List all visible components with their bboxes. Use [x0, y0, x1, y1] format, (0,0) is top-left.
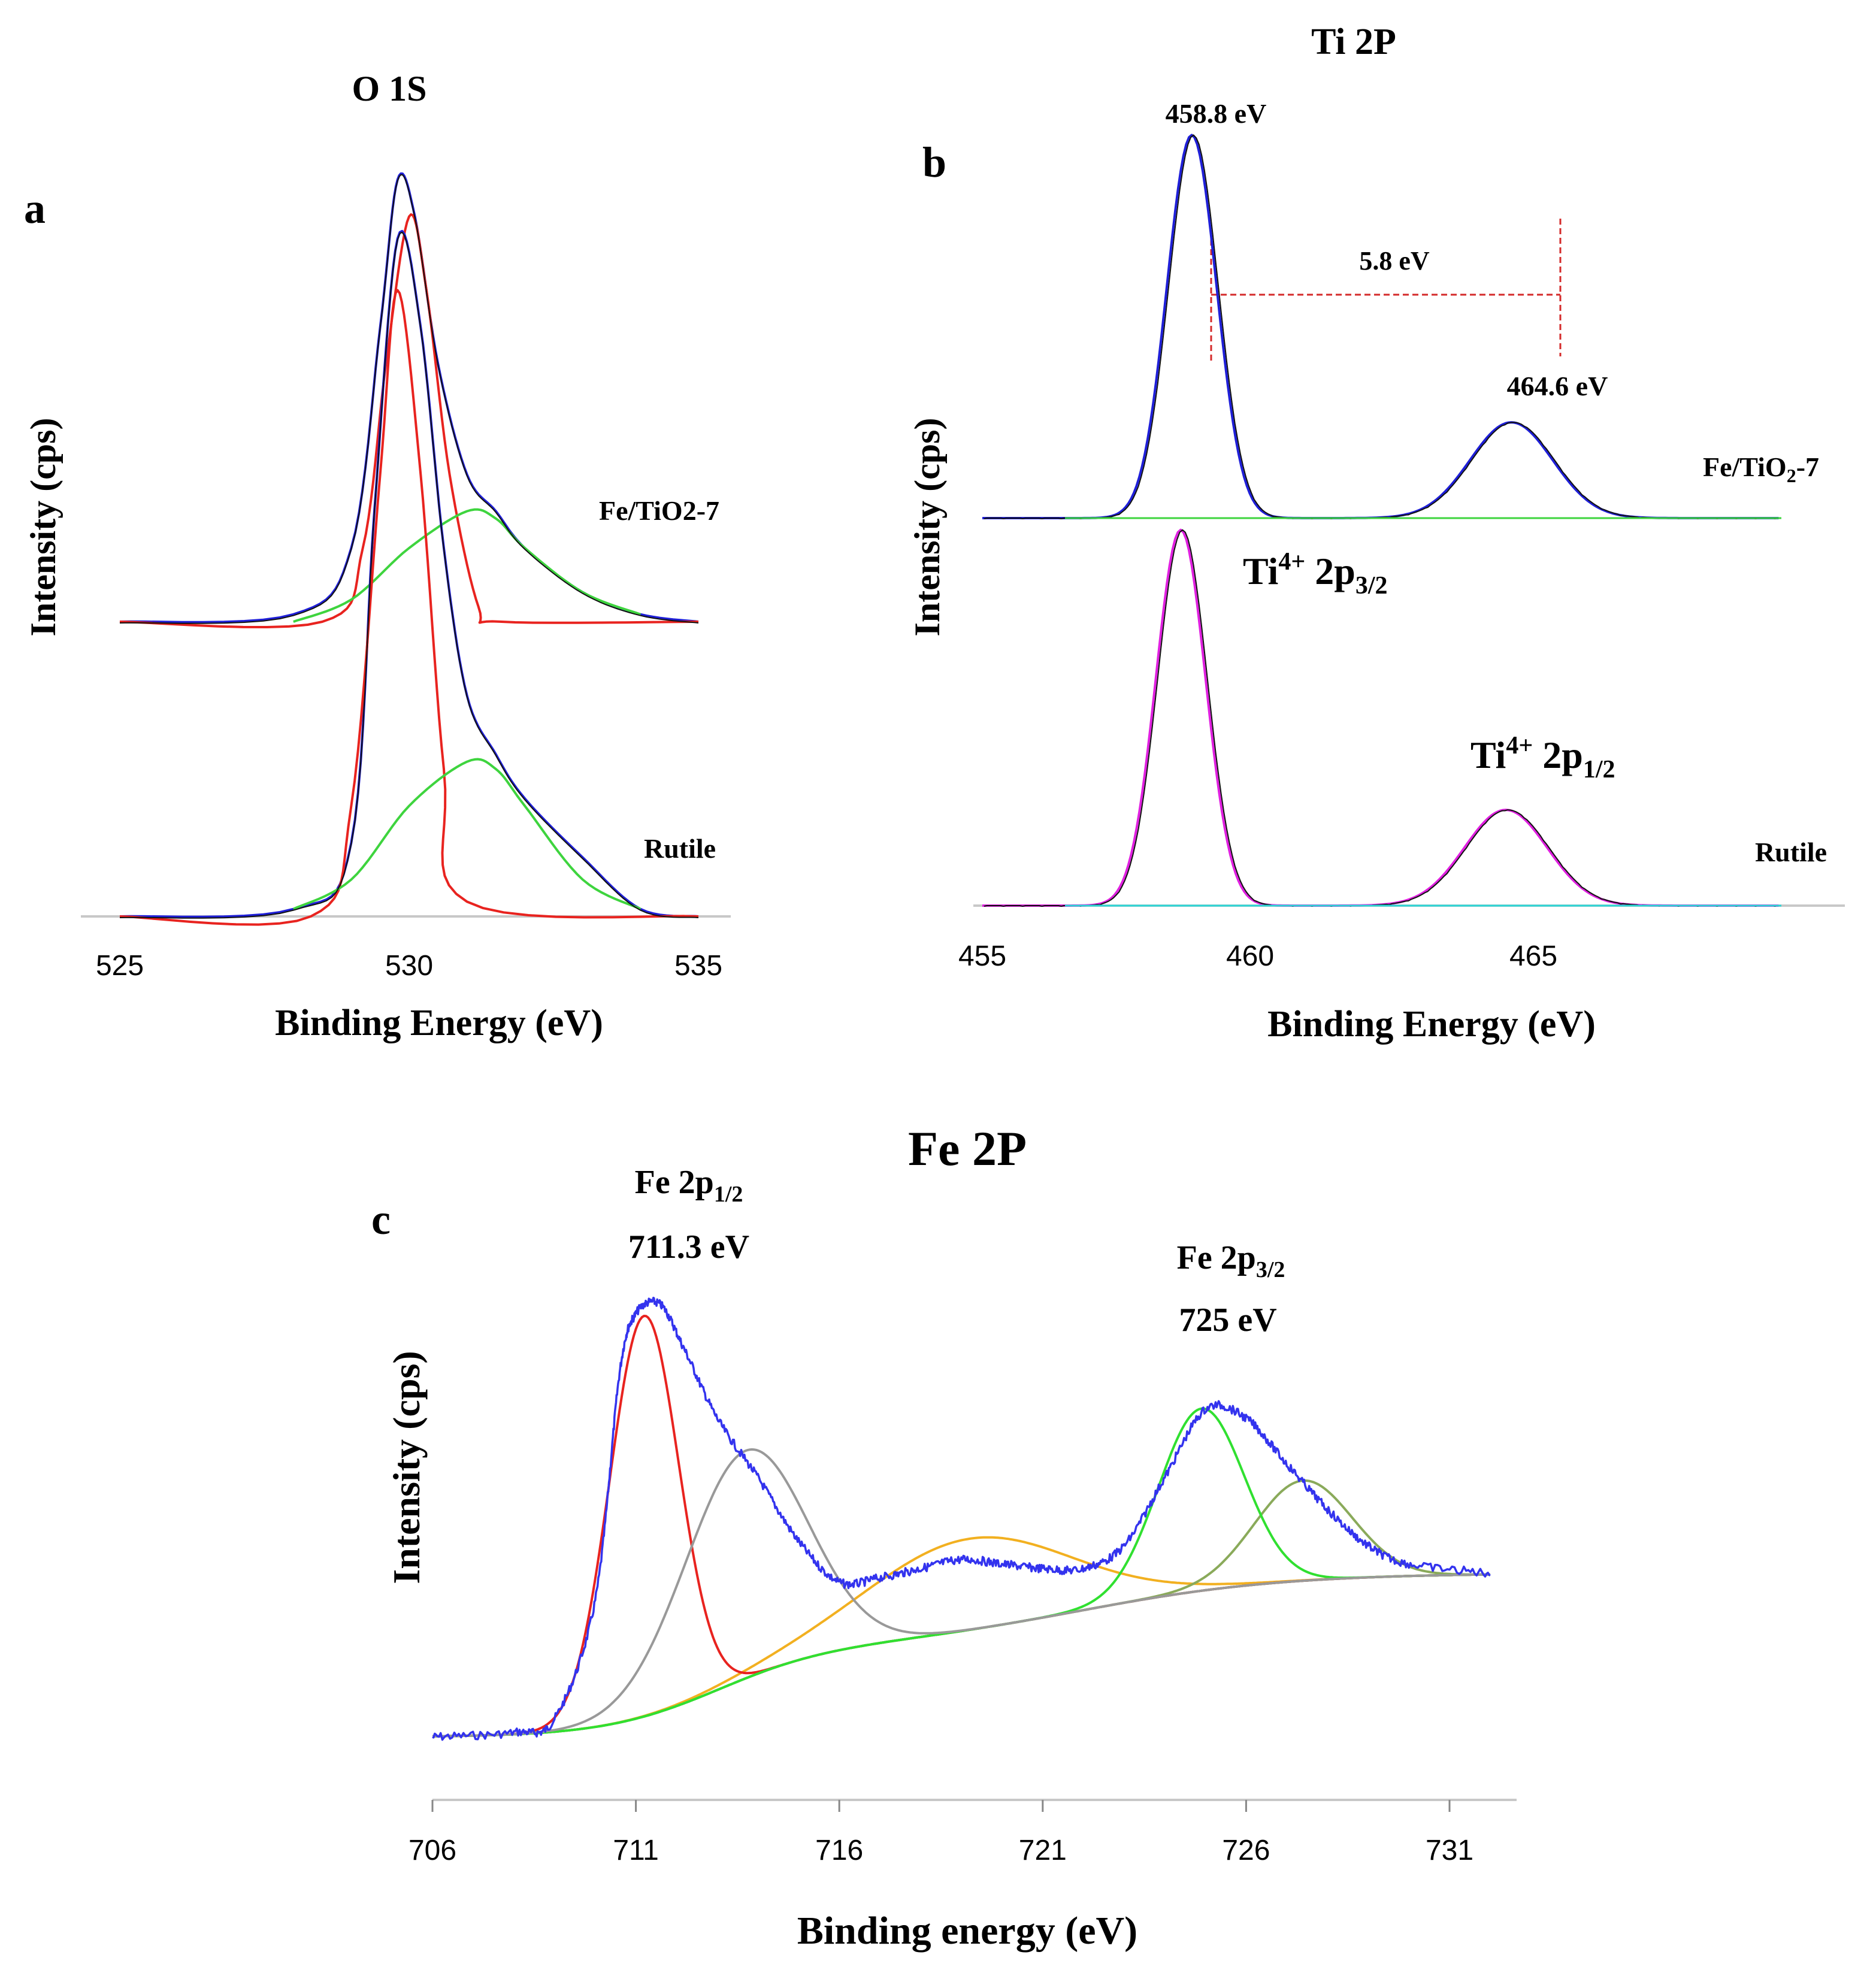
panel-a-data-0 — [119, 174, 699, 624]
panel-b-label-p32: Ti4+ 2p3/2 — [1243, 548, 1388, 600]
panel-a-data-3 — [119, 231, 699, 919]
panel-c: c Fe 2P Intensity (cps) 706 711 716 721 726 7… — [371, 1121, 1517, 1953]
panel-b-curves — [982, 134, 1781, 907]
panel-c-label: c — [371, 1196, 391, 1243]
panel-a-tick-525: 525 — [96, 950, 144, 982]
panel-a-series-2 — [293, 508, 642, 623]
panel-a: a O 1S Intensity (cps) 525 530 535 Bindi… — [23, 69, 731, 1043]
panel-c-tick-726: 726 — [1222, 1835, 1270, 1866]
panel-b-split-label: 5.8 eV — [1359, 246, 1430, 276]
panel-b-series-0 — [982, 134, 1779, 519]
panel-a-label: a — [24, 184, 46, 232]
panel-c-series-2 — [432, 1448, 1490, 1738]
panel-a-tick-530: 530 — [385, 950, 433, 982]
panel-c-label-second: Fe 2p3/2 — [1177, 1239, 1285, 1282]
panel-a-tick-535: 535 — [674, 950, 722, 982]
panel-b-title: Ti 2P — [1311, 22, 1396, 62]
panel-c-curves — [432, 1296, 1491, 1741]
panel-b-x-label: Binding Energy (eV) — [1267, 1004, 1596, 1045]
panel-b-split-marker — [1210, 219, 1562, 362]
panel-c-y-label: Intensity (cps) — [385, 1351, 428, 1584]
panel-a-title: O 1S — [352, 69, 426, 108]
panel-c-energy-second: 725 eV — [1179, 1302, 1276, 1339]
panel-a-series-5 — [292, 758, 642, 910]
panel-b-label: b — [922, 138, 946, 186]
panel-c-series-3 — [432, 1536, 1490, 1738]
panel-b-label-p12: Ti4+ 2p1/2 — [1470, 732, 1615, 783]
panel-c-x-ticks: 706 711 716 721 726 731 — [409, 1800, 1473, 1866]
panel-a-sample-top: Fe/TiO2-7 — [599, 495, 719, 526]
panel-c-x-label: Binding energy (eV) — [797, 1909, 1137, 1953]
panel-a-y-label: Intensity (cps) — [23, 417, 63, 636]
panel-a-series-0 — [119, 172, 699, 624]
panel-a-series-3 — [119, 229, 699, 918]
panel-a-sample-bottom: Rutile — [644, 833, 716, 864]
panel-a-x-label: Binding Energy (eV) — [275, 1003, 603, 1043]
panel-b-data-0 — [984, 134, 1781, 519]
panel-a-x-ticks: 525 530 535 — [96, 950, 722, 982]
panel-c-title: Fe 2P — [908, 1121, 1027, 1176]
panel-c-series-1 — [432, 1315, 1490, 1738]
panel-c-series-0 — [432, 1296, 1491, 1741]
panel-b-y-label: Intensity (cps) — [907, 417, 947, 636]
panel-a-curves — [119, 172, 699, 926]
panel-a-series-1 — [119, 213, 699, 628]
panel-b-peak-464: 464.6 eV — [1507, 371, 1608, 401]
panel-c-label-first: Fe 2p1/2 — [635, 1164, 743, 1207]
panel-c-tick-711: 711 — [613, 1835, 659, 1866]
panel-c-tick-721: 721 — [1019, 1835, 1067, 1866]
panel-b-tick-455: 455 — [958, 940, 1006, 972]
panel-b-sample-top: Fe/TiO2-7 — [1703, 452, 1819, 486]
panel-b: b Ti 2P Intensity (cps) 455 460 465 Bind… — [907, 22, 1845, 1045]
panel-b-tick-460: 460 — [1226, 940, 1274, 972]
panel-a-series-4 — [119, 289, 699, 926]
panel-c-tick-731: 731 — [1426, 1835, 1473, 1866]
panel-b-peak-458: 458.8 eV — [1166, 98, 1267, 129]
panel-b-tick-465: 465 — [1509, 940, 1557, 972]
panel-c-tick-706: 706 — [409, 1835, 456, 1866]
panel-b-x-ticks: 455 460 465 — [958, 940, 1557, 972]
panel-c-energy-first: 711.3 eV — [628, 1228, 749, 1266]
panel-b-sample-bottom: Rutile — [1755, 837, 1827, 867]
panel-c-tick-716: 716 — [815, 1835, 863, 1866]
panel-c-series-4 — [432, 1407, 1490, 1738]
